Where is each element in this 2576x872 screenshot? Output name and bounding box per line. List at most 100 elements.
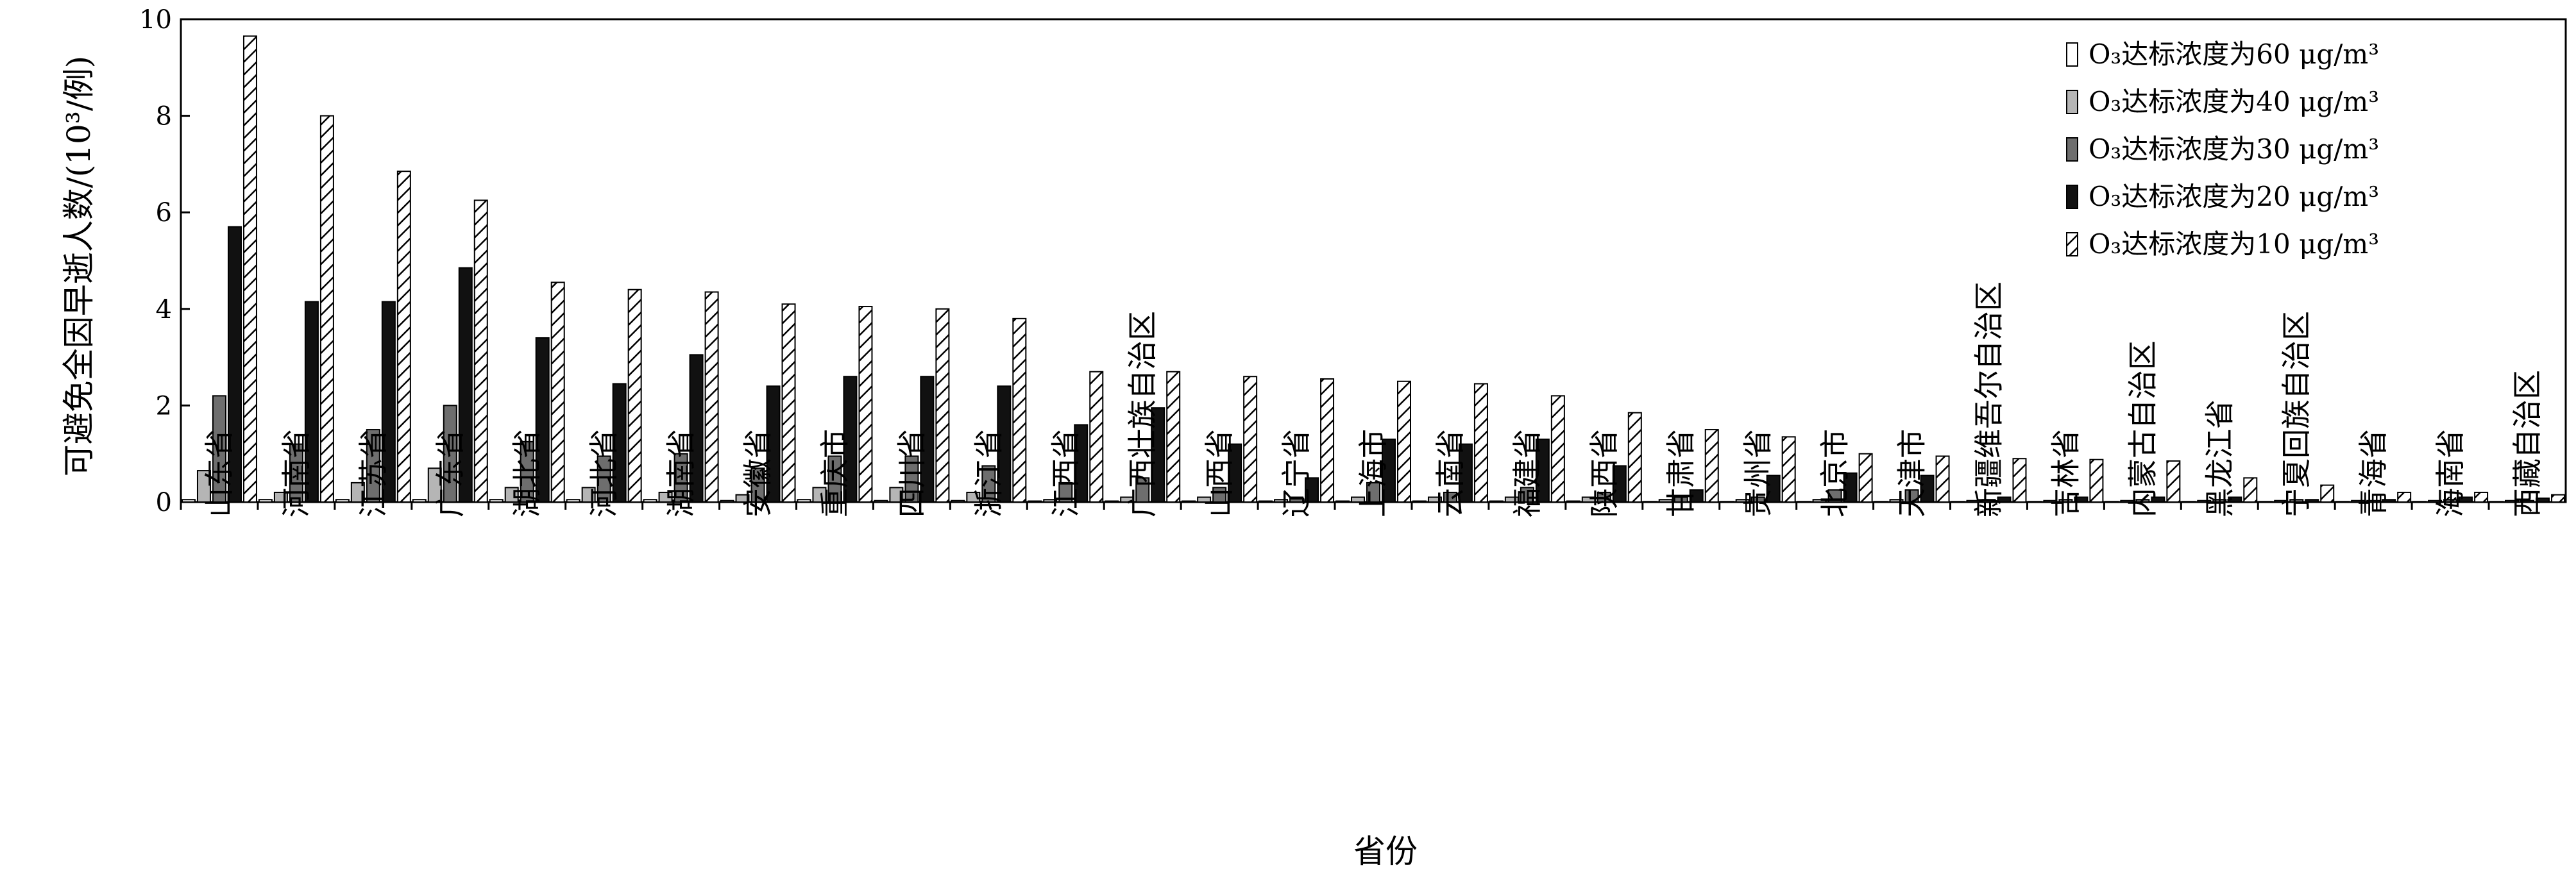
bar	[874, 499, 888, 503]
bar	[1904, 489, 1919, 503]
x-tick-label: 江苏省	[356, 429, 391, 517]
bar	[997, 385, 1012, 503]
x-tick-label: 重庆市	[817, 429, 852, 517]
bar	[2474, 491, 2489, 503]
bar	[2028, 501, 2042, 503]
bar	[2228, 496, 2242, 503]
y-tick-label: 8	[156, 102, 172, 131]
bar	[350, 482, 365, 503]
bar	[520, 440, 534, 503]
plot-area: 0 2 4 6 8 10 山东省 河南省 江苏省 广东省 湖北省 河北省 湖南省 安徽省 重庆市 四川省 浙江省…	[139, 5, 2567, 517]
bar	[273, 491, 288, 503]
bar	[258, 499, 273, 503]
bar	[2089, 458, 2104, 503]
x-tick-label: 上海市	[1356, 429, 1391, 517]
bar	[412, 499, 427, 503]
bar	[2520, 499, 2535, 503]
y-tick-label: 4	[156, 295, 172, 324]
bar	[1058, 482, 1073, 503]
bar	[396, 171, 411, 503]
bar	[1812, 499, 1827, 503]
bar	[427, 467, 442, 503]
bar	[242, 35, 257, 503]
bar	[597, 455, 611, 503]
legend-swatch	[2066, 42, 2078, 67]
bar	[843, 376, 858, 503]
x-tick-label: 陕西省	[1587, 429, 1622, 517]
y-axis-label: 可避免全因早逝人数/(10³/例)	[60, 56, 97, 476]
bar	[335, 499, 350, 503]
bar	[2505, 499, 2520, 503]
bar	[1766, 474, 1781, 503]
bar	[1320, 378, 1335, 503]
bar	[1935, 455, 1950, 503]
bar	[1874, 501, 1888, 503]
bar	[1166, 371, 1181, 503]
bar	[966, 491, 981, 503]
x-tick-label: 吉林省	[2048, 429, 2083, 517]
bar	[1443, 491, 1457, 503]
bar	[1797, 501, 1811, 503]
bar	[658, 491, 673, 503]
bar	[2212, 499, 2227, 503]
bar	[1920, 474, 1935, 503]
bar	[319, 115, 334, 503]
x-tick-label: 山西省	[1202, 429, 1237, 517]
x-tick-label: 海南省	[2433, 429, 2468, 517]
x-tick-label: 河北省	[587, 429, 622, 517]
bar	[720, 499, 734, 503]
bar	[289, 443, 303, 503]
y-tick-label: 10	[139, 5, 172, 35]
x-tick-label: 江西省	[1048, 429, 1083, 517]
bar	[2043, 499, 2058, 503]
bar	[581, 487, 596, 503]
legend-entry-label: O₃达标浓度为10 μg/m³	[2089, 228, 2379, 260]
legend-entry-label: O₃达标浓度为40 μg/m³	[2089, 86, 2379, 117]
bar	[2258, 501, 2273, 503]
bar	[2335, 501, 2350, 503]
bar	[1520, 487, 1534, 503]
x-tick-label: 河南省	[279, 429, 314, 517]
bar	[951, 499, 965, 503]
bar	[1627, 412, 1642, 503]
bar	[1028, 500, 1042, 503]
bar	[2551, 494, 2566, 503]
x-tick-label: 福建省	[1510, 429, 1545, 517]
bar	[2274, 499, 2289, 503]
legend-entry-label: O₃达标浓度为60 μg/m³	[2089, 38, 2379, 70]
bar	[1550, 395, 1565, 503]
legend-swatch	[2066, 185, 2078, 209]
bar	[1382, 439, 1396, 503]
bar	[181, 499, 196, 503]
bar	[981, 465, 996, 503]
bar	[2351, 499, 2366, 503]
bar	[1397, 380, 1411, 503]
bar	[1120, 496, 1135, 503]
bar	[2182, 501, 2196, 503]
bar	[1566, 500, 1580, 503]
y-tick-label: 6	[156, 198, 172, 228]
bar	[612, 383, 627, 503]
legend-entry-label: O₃达标浓度为20 μg/m³	[2089, 181, 2379, 212]
bar	[1043, 499, 1058, 503]
bar	[1720, 501, 1734, 503]
bar	[2105, 501, 2119, 503]
bar	[2058, 499, 2073, 503]
bar	[1151, 407, 1165, 503]
bar	[1135, 477, 1150, 503]
x-tick-label: 青海省	[2356, 429, 2391, 517]
bar	[2489, 501, 2504, 503]
x-tick-label: 甘肃省	[1664, 429, 1699, 517]
x-tick-label: 内蒙古自治区	[2125, 340, 2160, 517]
x-tick-label: 辽宁省	[1279, 429, 1314, 517]
bar	[1197, 496, 1212, 503]
bar	[704, 291, 719, 503]
bar	[935, 308, 950, 503]
bar	[1427, 496, 1442, 503]
x-tick-label: 广东省	[433, 429, 468, 517]
x-tick-label: 浙江省	[971, 429, 1006, 517]
bar	[1843, 472, 1858, 503]
bar	[1458, 443, 1473, 503]
bar	[2135, 499, 2150, 503]
